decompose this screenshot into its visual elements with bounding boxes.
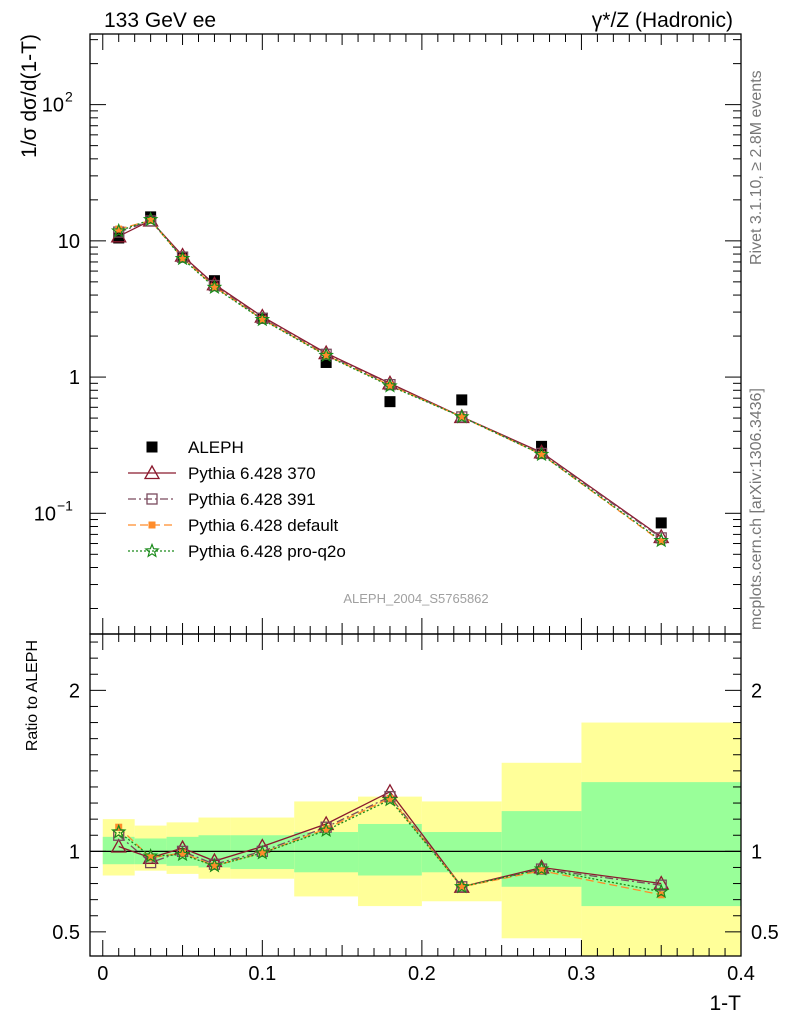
analysis-watermark: ALEPH_2004_S5765862 <box>343 591 488 606</box>
ratio-point <box>110 838 127 853</box>
y-tick-label: 10 <box>34 503 56 525</box>
x-tick-label: 0 <box>97 963 108 985</box>
legend-label: ALEPH <box>188 438 244 457</box>
data-point <box>386 381 394 389</box>
ratio-point <box>454 878 470 894</box>
x-tick-label: 0.2 <box>408 963 436 985</box>
data-point <box>145 211 157 223</box>
y-tick-label-right: 1 <box>751 841 762 863</box>
uncertainty-band-inner <box>294 832 359 873</box>
data-point <box>655 517 667 529</box>
legend-marker <box>146 441 158 453</box>
ratio-point <box>655 879 667 891</box>
ratio-point <box>322 825 330 833</box>
data-point <box>382 377 398 393</box>
legend-marker <box>143 464 161 480</box>
ratio-point <box>115 823 123 831</box>
legend-marker <box>146 493 158 505</box>
x-tick-label: 0.1 <box>248 963 276 985</box>
y-tick-exponent: −1 <box>57 497 73 513</box>
ratio-point <box>206 857 223 873</box>
y-tick-label-right: 0.5 <box>751 922 779 944</box>
data-point <box>142 211 159 227</box>
ratio-plot-panel: 2 2 1 1 0.5 0.5 0 0.1 0.2 0.3 0.4 <box>52 633 779 985</box>
ratio-point <box>142 848 159 863</box>
legend-label: Pythia 6.428 391 <box>188 490 316 509</box>
data-point <box>320 356 332 368</box>
ratio-xlabel: 1-T <box>710 992 742 1015</box>
data-point <box>115 225 123 233</box>
data-point <box>322 351 330 359</box>
ratio-point <box>538 867 546 875</box>
data-point <box>113 232 125 244</box>
data-point <box>538 451 546 459</box>
ratio-point <box>458 883 466 891</box>
data-point <box>179 254 187 262</box>
ratio-point <box>147 854 155 862</box>
data-point <box>258 315 266 323</box>
y-tick-label: 1 <box>69 841 80 863</box>
header-right: γ*/Z (Hadronic) <box>592 9 733 32</box>
uncertainty-band-inner <box>358 823 422 876</box>
legend-marker <box>144 542 160 558</box>
y-tick-label: 10 <box>42 95 64 117</box>
legend-label: Pythia 6.428 default <box>188 516 339 535</box>
data-point <box>147 217 155 225</box>
data-point <box>384 396 396 408</box>
rivet-label: Rivet 3.1.10, ≥ 2.8M events <box>748 70 765 265</box>
ratio-point <box>382 791 398 807</box>
ratio-point <box>653 875 670 890</box>
mcplots-label: mcplots.cern.ch [arXiv:1306.3436] <box>748 388 765 630</box>
main-ylabel: 1/σ dσ/d(1-T) <box>18 34 41 158</box>
ratio-point <box>210 862 218 870</box>
header-left: 133 GeV ee <box>104 9 216 32</box>
ratio-point <box>386 794 394 802</box>
data-point <box>174 250 191 266</box>
series-line-pythia-6-428-pro-q2o <box>118 218 662 542</box>
x-tick-label: 0.4 <box>727 963 755 985</box>
ratio-point <box>254 844 271 860</box>
data-point <box>653 532 669 548</box>
data-point <box>454 408 470 424</box>
data-point <box>254 311 271 327</box>
data-point <box>456 394 468 406</box>
ratio-point <box>110 823 127 839</box>
ratio-point <box>533 860 550 876</box>
ratio-point <box>318 822 334 838</box>
ratio-line-pythia-6-428-370 <box>118 790 662 888</box>
y-tick-label: 2 <box>69 680 80 702</box>
ratio-point <box>179 849 187 857</box>
data-point <box>110 222 127 238</box>
ratio-plot-frame <box>89 633 742 957</box>
ratio-point <box>174 846 191 862</box>
ratio-line-pythia-6-428-pro-q2o <box>118 798 662 893</box>
data-point <box>318 347 334 363</box>
y-tick-label: 10 <box>58 231 80 253</box>
ratio-point <box>258 849 266 857</box>
legend-label: Pythia 6.428 370 <box>188 464 316 483</box>
legend-marker <box>148 521 156 529</box>
data-point <box>458 413 466 421</box>
legend-label: Pythia 6.428 pro-q2o <box>188 542 346 561</box>
y-tick-label: 1 <box>69 367 80 389</box>
data-point <box>533 446 550 462</box>
data-point <box>206 279 223 295</box>
data-point <box>657 538 665 546</box>
y-tick-exponent: 2 <box>65 89 73 105</box>
ratio-ylabel: Ratio to ALEPH <box>24 640 41 751</box>
ratio-point <box>653 883 669 899</box>
legend: ALEPH Pythia 6.428 370 Pythia 6.428 391 Pyt… <box>128 438 346 561</box>
data-point <box>210 283 218 291</box>
x-tick-label: 0.3 <box>568 963 596 985</box>
y-tick-label: 0.5 <box>52 922 80 944</box>
ratio-line-pythia-6-428-391 <box>118 795 662 888</box>
data-point <box>144 215 157 227</box>
y-tick-label-right: 2 <box>751 680 762 702</box>
